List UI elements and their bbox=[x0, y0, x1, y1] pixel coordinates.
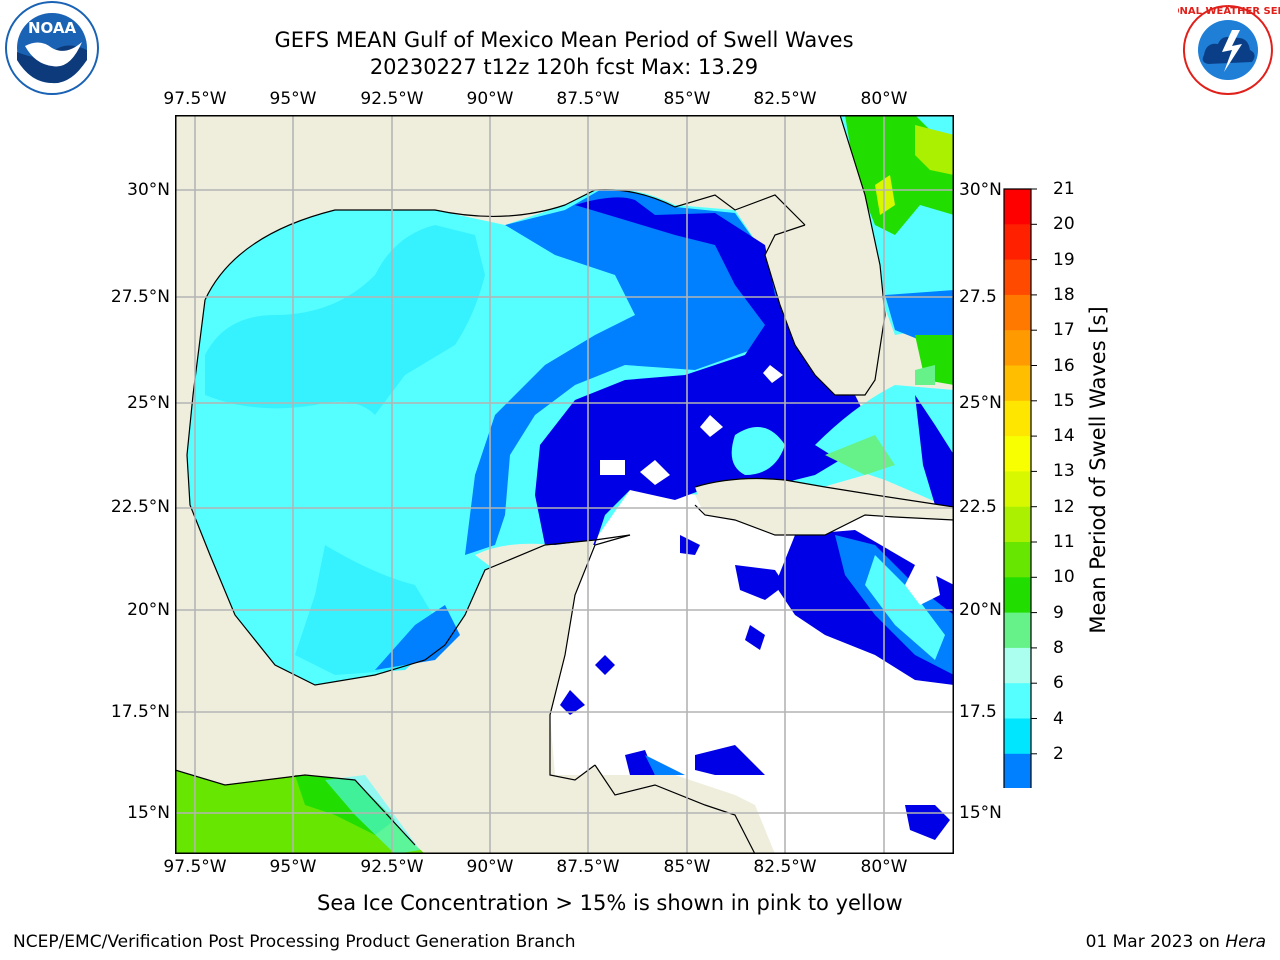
colorbar-tick-label: 18 bbox=[1053, 284, 1075, 305]
colorbar-tick-label: 13 bbox=[1053, 461, 1075, 482]
colorbar-block bbox=[1004, 647, 1031, 684]
colorbar-block bbox=[1004, 189, 1031, 225]
colorbar-block bbox=[1004, 436, 1031, 472]
lat-label-right: 15°N bbox=[959, 803, 1002, 823]
gridlines bbox=[175, 115, 954, 854]
colorbar-block bbox=[1004, 471, 1031, 508]
colorbar-tick-label: 9 bbox=[1053, 602, 1064, 623]
footer-date-text: 01 Mar 2023 on bbox=[1085, 932, 1226, 952]
nws-logo: NATIONAL WEATHER SERVICE bbox=[1178, 5, 1280, 95]
lat-label-left: 22.5°N bbox=[110, 497, 170, 517]
colorbar-block bbox=[1004, 683, 1031, 719]
colorbar-block bbox=[1004, 294, 1031, 331]
lon-label-bottom: 87.5°W bbox=[556, 857, 620, 877]
colorbar-block bbox=[1004, 400, 1031, 437]
footer-credit: NCEP/EMC/Verification Post Processing Pr… bbox=[13, 932, 576, 952]
lon-label-bottom: 97.5°W bbox=[163, 857, 227, 877]
lon-label-top: 95°W bbox=[269, 89, 317, 109]
footer-date: 01 Mar 2023 on Hera bbox=[1086, 932, 1266, 952]
colorbar-tick-label: 11 bbox=[1053, 532, 1075, 552]
colorbar-tick-label: 4 bbox=[1053, 708, 1064, 729]
lon-label-top: 92.5°W bbox=[360, 89, 424, 109]
colorbar-block bbox=[1004, 612, 1031, 649]
colorbar-tick-label: 19 bbox=[1053, 249, 1075, 270]
sea-ice-note: Sea Ice Concentration > 15% is shown in … bbox=[317, 891, 903, 915]
lat-label-left: 30°N bbox=[127, 180, 170, 200]
noaa-logo: NOAA bbox=[5, 1, 99, 95]
colorbar-tick-label: 16 bbox=[1053, 355, 1075, 376]
lon-label-bottom: 92.5°W bbox=[360, 857, 424, 877]
colorbar-tick-label: 21 bbox=[1053, 179, 1075, 199]
colorbar-block bbox=[1004, 753, 1031, 788]
gulf-map bbox=[175, 115, 954, 854]
lon-label-top: 90°W bbox=[466, 89, 514, 109]
lon-label-bottom: 82.5°W bbox=[753, 857, 817, 877]
lat-label-right: 25°N bbox=[959, 393, 1002, 413]
lon-label-top: 82.5°W bbox=[753, 89, 817, 109]
colorbar-tick-label: 17 bbox=[1053, 320, 1075, 341]
colorbar-tick-label: 20 bbox=[1053, 214, 1075, 235]
lat-label-left: 15°N bbox=[127, 803, 170, 823]
colorbar bbox=[1003, 188, 1037, 788]
noaa-logo-text: NOAA bbox=[28, 19, 77, 37]
colorbar-tick-label: 14 bbox=[1053, 426, 1075, 447]
colorbar-block bbox=[1004, 577, 1031, 614]
colorbar-block bbox=[1004, 506, 1031, 543]
lon-label-bottom: 95°W bbox=[269, 857, 317, 877]
lon-label-top: 80°W bbox=[860, 89, 908, 109]
lat-label-left: 27.5°N bbox=[110, 287, 170, 307]
lat-label-left: 17.5°N bbox=[110, 702, 170, 722]
lon-label-bottom: 80°W bbox=[860, 857, 908, 877]
lat-label-right: 17.5 bbox=[959, 702, 997, 722]
colorbar-tick-label: 10 bbox=[1053, 567, 1075, 588]
colorbar-block bbox=[1004, 542, 1031, 578]
nws-logo-text: NATIONAL WEATHER SERVICE bbox=[1178, 6, 1280, 17]
lon-label-bottom: 85°W bbox=[663, 857, 711, 877]
colorbar-title: Mean Period of Swell Waves [s] bbox=[1086, 306, 1110, 634]
lat-label-left: 25°N bbox=[127, 393, 170, 413]
lon-label-bottom: 90°W bbox=[466, 857, 514, 877]
footer-host: Hera bbox=[1225, 932, 1266, 952]
map-frame bbox=[175, 115, 954, 854]
map-subtitle: 20230227 t12z 120h fcst Max: 13.29 bbox=[369, 55, 759, 79]
colorbar-block bbox=[1004, 224, 1031, 261]
colorbar-tick-label: 2 bbox=[1053, 743, 1064, 764]
gulf-water-blue bbox=[465, 189, 785, 555]
lon-label-top: 97.5°W bbox=[163, 89, 227, 109]
lat-label-right: 27.5 bbox=[959, 287, 997, 307]
lat-label-left: 20°N bbox=[127, 600, 170, 620]
lon-label-top: 85°W bbox=[663, 89, 711, 109]
colorbar-block bbox=[1004, 365, 1031, 402]
lon-label-top: 87.5°W bbox=[556, 89, 620, 109]
colorbar-block bbox=[1004, 259, 1031, 296]
colorbar-tick-label: 8 bbox=[1053, 637, 1064, 658]
coastlines bbox=[175, 115, 954, 854]
map-title: GEFS MEAN Gulf of Mexico Mean Period of … bbox=[274, 28, 854, 52]
colorbar-tick-label: 12 bbox=[1053, 496, 1075, 517]
lat-label-right: 22.5 bbox=[959, 497, 997, 517]
colorbar-tick-label: 15 bbox=[1053, 390, 1075, 411]
colorbar-block bbox=[1004, 330, 1031, 366]
colorbar-tick-label: 6 bbox=[1053, 673, 1064, 694]
lat-label-right: 20°N bbox=[959, 600, 1002, 620]
colorbar-block bbox=[1004, 718, 1031, 755]
lat-label-right: 30°N bbox=[959, 180, 1002, 200]
